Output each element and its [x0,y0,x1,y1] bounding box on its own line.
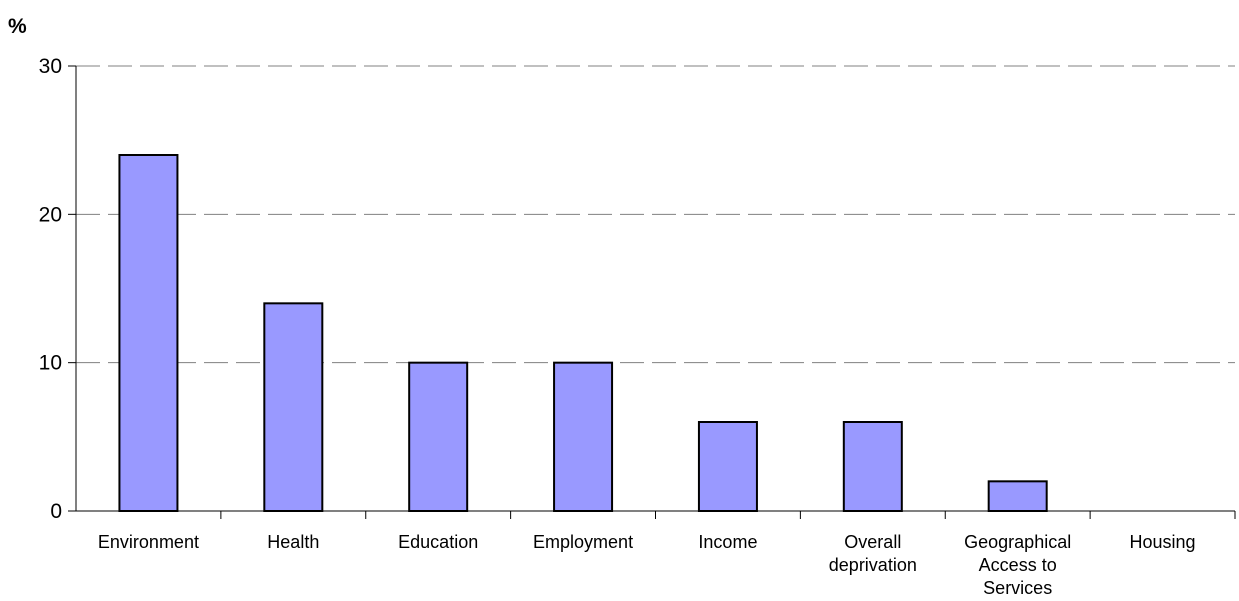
x-tick-label: Education [398,532,478,552]
x-tick-label-line: Geographical [964,532,1071,552]
x-tick-label-line: Environment [98,532,199,552]
x-tick-label-line: Health [267,532,319,552]
x-tick-label-line: Income [698,532,757,552]
bars [118,154,1048,513]
gridlines [76,65,1235,364]
bar [697,421,758,512]
y-tick-label: 20 [39,203,62,226]
y-tick-label: 0 [50,500,62,523]
bar [118,154,179,512]
bar [987,480,1048,513]
x-tick-label-line: Access to [979,555,1057,575]
tick-labels: 0 10 20 30 Environment Health Education Employm… [39,55,1196,598]
x-tick-label-line: Overall [844,532,901,552]
bar [408,361,469,512]
y-tick-label: 30 [39,55,62,78]
x-tick-label-line: deprivation [829,555,917,575]
y-axis-unit-label: % [8,15,27,38]
x-tick-label: Overall deprivation [829,532,917,575]
bar [842,421,903,512]
x-tick-label: Environment [98,532,199,552]
x-tick-label-line: Housing [1130,532,1196,552]
y-tick-label: 10 [39,352,62,375]
x-tick-label: Income [698,532,757,552]
x-tick-label-line: Employment [533,532,633,552]
bar [553,361,614,512]
x-tick-label-line: Education [398,532,478,552]
axes [68,65,1236,519]
x-tick-label: Employment [533,532,633,552]
x-tick-label-line: Services [983,578,1052,598]
x-tick-label: Housing [1130,532,1196,552]
x-tick-label: Health [267,532,319,552]
x-tick-label: Geographical Access to Services [964,532,1071,598]
bar [263,302,324,513]
